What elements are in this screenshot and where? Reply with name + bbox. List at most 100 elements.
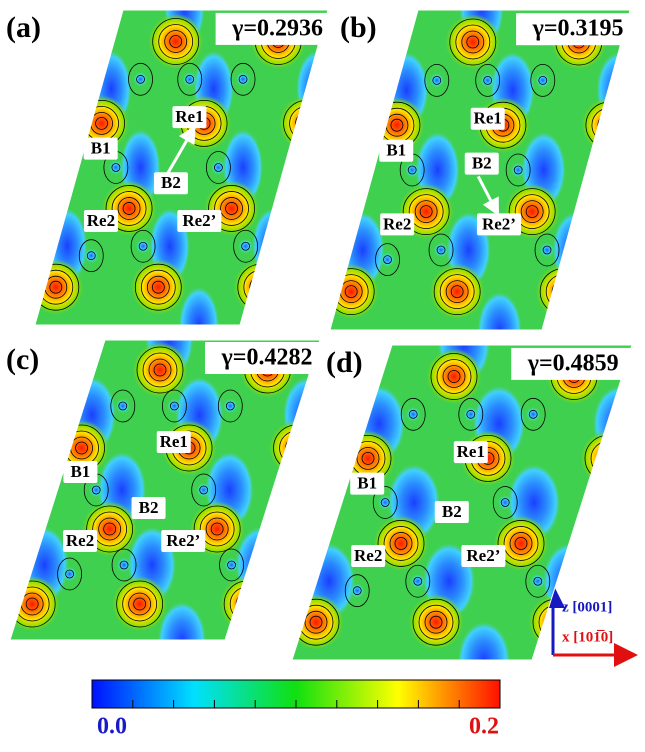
z-axis-label: z [0001]: [562, 599, 612, 615]
b-site: [224, 557, 240, 573]
b-site: [88, 482, 104, 498]
gamma-value: γ=0.2936: [231, 15, 323, 41]
atom-label: Re2’: [466, 546, 500, 565]
b-site: [166, 398, 182, 414]
contour-line: [602, 452, 614, 464]
re-site: [279, 95, 335, 151]
atom-label: Re2’: [482, 214, 516, 233]
b-site: [133, 71, 149, 87]
b-site: [433, 242, 449, 258]
b-site: [196, 482, 212, 498]
re-site: [323, 264, 379, 320]
re-site: [445, 14, 501, 70]
re-site: [112, 576, 168, 632]
re-site: [581, 97, 637, 153]
colorbar-max-label: 0.2: [469, 714, 499, 740]
atom-label: B1: [386, 141, 406, 160]
b-site: [235, 71, 251, 87]
x-axis-label: x [101̅0]: [562, 629, 613, 645]
low-density-region: [283, 377, 331, 453]
low-density-region: [296, 51, 336, 127]
low-density-region: [252, 208, 292, 284]
re-site: [426, 349, 482, 405]
contour-line: [552, 281, 574, 303]
b-site: [182, 71, 198, 87]
panel-label: (a): [6, 11, 41, 44]
atom-label: B2: [442, 502, 462, 521]
atom-label: Re2: [354, 546, 382, 565]
low-density-region: [593, 386, 645, 462]
re-site: [233, 259, 289, 315]
b-site: [62, 566, 78, 582]
atom-label: Re2: [383, 214, 411, 233]
contour-line: [557, 286, 569, 298]
b-site: [480, 72, 496, 88]
gamma-value: γ=0.4282: [221, 345, 313, 371]
re-site: [148, 14, 204, 70]
atom-label: Re2’: [166, 531, 200, 550]
re-site: [130, 259, 186, 315]
atom-label: Re1: [457, 442, 485, 461]
atom-label: Re2: [66, 531, 94, 550]
re-site: [28, 259, 84, 315]
re-site: [288, 594, 344, 650]
colorbar-min-label: 0.0: [97, 714, 127, 740]
low-density-region: [597, 52, 641, 128]
b-site: [535, 72, 551, 88]
b-site: [539, 242, 555, 258]
re-site: [219, 576, 275, 632]
b-site: [83, 248, 99, 264]
contour-line: [597, 447, 619, 469]
b-site: [525, 406, 541, 422]
contour-line: [291, 442, 303, 454]
b-site: [410, 573, 426, 589]
re-site: [535, 264, 591, 320]
atom-label: Re1: [175, 107, 203, 126]
b-site: [349, 583, 365, 599]
b-site: [115, 398, 131, 414]
atom-label: B1: [357, 474, 377, 493]
atom-label: B2: [472, 154, 492, 173]
contour-line: [241, 598, 253, 610]
atom-label: B2: [161, 173, 181, 192]
atom-label: Re1: [160, 432, 188, 451]
b-site: [377, 495, 393, 511]
b-site: [530, 573, 546, 589]
b-site: [116, 557, 132, 573]
b-site: [404, 162, 420, 178]
contour-line: [236, 593, 258, 615]
b-site: [429, 72, 445, 88]
contour-line: [255, 281, 267, 293]
re-site: [269, 420, 325, 476]
re-site: [4, 576, 60, 632]
contour-line: [286, 437, 308, 459]
b-site: [463, 406, 479, 422]
re-site: [429, 264, 485, 320]
atom-label: Re2: [87, 211, 115, 230]
atom-label: B1: [70, 462, 90, 481]
page: {"panels": [ {"label": "(a)", "gamma": "…: [0, 0, 645, 752]
contour-line: [301, 117, 313, 129]
re-site: [408, 594, 464, 650]
re-site: [132, 342, 188, 398]
figure: 0.0 0.2 z [0001] x [101̅0] (a) γ=0.2936 Re…: [0, 0, 645, 747]
panel-label: (d): [326, 346, 363, 379]
b-site: [238, 238, 254, 254]
contour-line: [598, 114, 620, 136]
panel-label: (c): [6, 343, 39, 376]
gamma-value: γ=0.3195: [532, 16, 624, 42]
b-site: [135, 238, 151, 254]
b-site: [510, 162, 526, 178]
atom-label: Re1: [474, 109, 502, 128]
atom-label: B2: [139, 498, 159, 517]
panel-label: (b): [340, 11, 377, 44]
atom-label: B1: [91, 139, 111, 158]
b-site: [380, 252, 396, 268]
atom-label: Re2’: [182, 211, 216, 230]
b-site: [497, 495, 513, 511]
re-site: [580, 430, 636, 486]
contour-line: [603, 119, 615, 131]
gamma-value: γ=0.4859: [527, 350, 619, 376]
b-site: [222, 398, 238, 414]
b-site: [108, 160, 124, 176]
